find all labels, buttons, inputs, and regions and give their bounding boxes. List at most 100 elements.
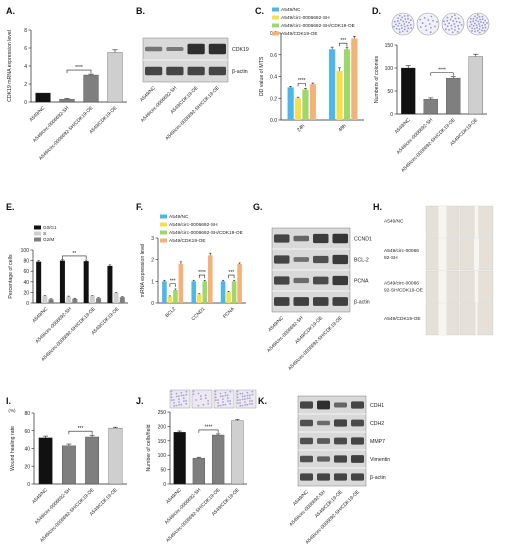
blot-band (332, 233, 348, 244)
transwell-cell (222, 398, 224, 400)
wound-gap (438, 271, 447, 303)
colony-dot (481, 27, 484, 29)
significance-bracket (228, 274, 235, 279)
transwell-cell (214, 399, 217, 402)
bar (162, 281, 167, 303)
y-tick-label: 50 (387, 89, 393, 95)
blot-label: Vimentin (370, 457, 390, 463)
blot-band (166, 47, 184, 51)
blot-band (313, 233, 329, 244)
colony-dot (476, 17, 479, 19)
lane-label: A549/NC (267, 315, 285, 333)
blot-band (332, 297, 348, 306)
colony-dot (477, 20, 480, 23)
bar (309, 84, 316, 120)
x-tick-label: A549/circ-0006692-SH (396, 117, 435, 156)
blot-band (293, 235, 309, 242)
transwell-cell (204, 397, 207, 400)
colony-dot (424, 25, 427, 28)
wound-row-label: A549/CDK19-OE (384, 316, 421, 322)
transwell-cell (226, 397, 229, 400)
panel-letter: D. (372, 6, 381, 16)
y-tick-label: 3 (151, 236, 154, 242)
transwell-cell (229, 402, 232, 405)
blot-band (313, 276, 329, 285)
colony-dot (395, 27, 398, 30)
colony-dot (423, 16, 426, 19)
transwell-cell (244, 398, 246, 400)
colony-dot (401, 16, 403, 19)
transwell-cell (217, 399, 219, 401)
blot-label: CCND1 (354, 237, 372, 243)
blot-label: CDH2 (370, 421, 384, 427)
legend-label: A549/NC (281, 7, 301, 13)
transwell-cell (243, 395, 246, 398)
blot-label: β-actin (232, 69, 248, 75)
significance-label: *** (228, 270, 234, 276)
transwell-cell (202, 403, 205, 406)
colony-dot (453, 23, 456, 25)
y-tick-label: 0 (163, 482, 166, 488)
bar (96, 298, 102, 303)
colony-dot (404, 25, 406, 28)
bar (66, 296, 72, 303)
bar (446, 77, 461, 115)
blot-band (334, 473, 347, 481)
blot-band (351, 437, 364, 445)
transwell-cell (226, 394, 229, 397)
colony-dot (397, 17, 399, 20)
significance-label: **** (205, 425, 213, 431)
bar (202, 281, 208, 303)
colony-dish (466, 12, 490, 36)
colony-dot (446, 25, 449, 28)
colony-dot (401, 27, 403, 30)
colony-dot (479, 18, 481, 21)
transwell-cell (244, 401, 246, 403)
significance-label: **** (75, 65, 83, 71)
transwell-cell (217, 404, 220, 407)
bar (119, 297, 125, 303)
transwell-cell (204, 394, 207, 397)
bar (196, 294, 202, 303)
legend-swatch (272, 15, 279, 20)
panel-letter: H. (373, 202, 382, 212)
blot-band (300, 437, 313, 445)
y-tick-label: 1 (151, 279, 154, 285)
transwell-cell (178, 401, 180, 403)
y-tick-label: 20 (24, 464, 30, 470)
bar (294, 98, 302, 120)
panel-letter: I. (6, 396, 11, 406)
y-axis-unit: (%) (8, 408, 16, 413)
blot-band (334, 455, 347, 463)
colony-dot (448, 28, 450, 31)
legend-swatch (272, 31, 279, 36)
transwell-cell (251, 400, 254, 402)
colony-dot (395, 23, 397, 26)
transwell-cell (221, 395, 224, 398)
transwell-cell (178, 404, 181, 406)
transwell-cell (173, 399, 175, 401)
y-tick-label: 0 (26, 301, 29, 307)
colony-dot (472, 17, 475, 20)
colony-dot (473, 22, 476, 25)
legend-swatch (160, 222, 167, 227)
wound-row-label: A549/circ-00066 (384, 248, 419, 254)
legend-label: A549/CDK19-OE (281, 31, 318, 37)
colony-dot (473, 27, 476, 30)
transwell-cell (180, 403, 183, 406)
y-tick-label: 60 (24, 429, 30, 435)
colony-dot (406, 30, 409, 33)
colony-dot (454, 29, 456, 31)
colony-dot (406, 15, 409, 17)
colony-dot (446, 19, 449, 22)
transwell-cell (175, 404, 178, 407)
blot-band (208, 66, 226, 76)
blot-band (334, 419, 347, 427)
bar (212, 434, 225, 485)
blot-band (293, 257, 309, 262)
colony-dot (454, 17, 457, 20)
transwell-cell (214, 393, 217, 396)
transwell-cell (200, 398, 202, 400)
y-axis-label: Number of cells/field (146, 424, 152, 471)
bar (343, 49, 351, 120)
